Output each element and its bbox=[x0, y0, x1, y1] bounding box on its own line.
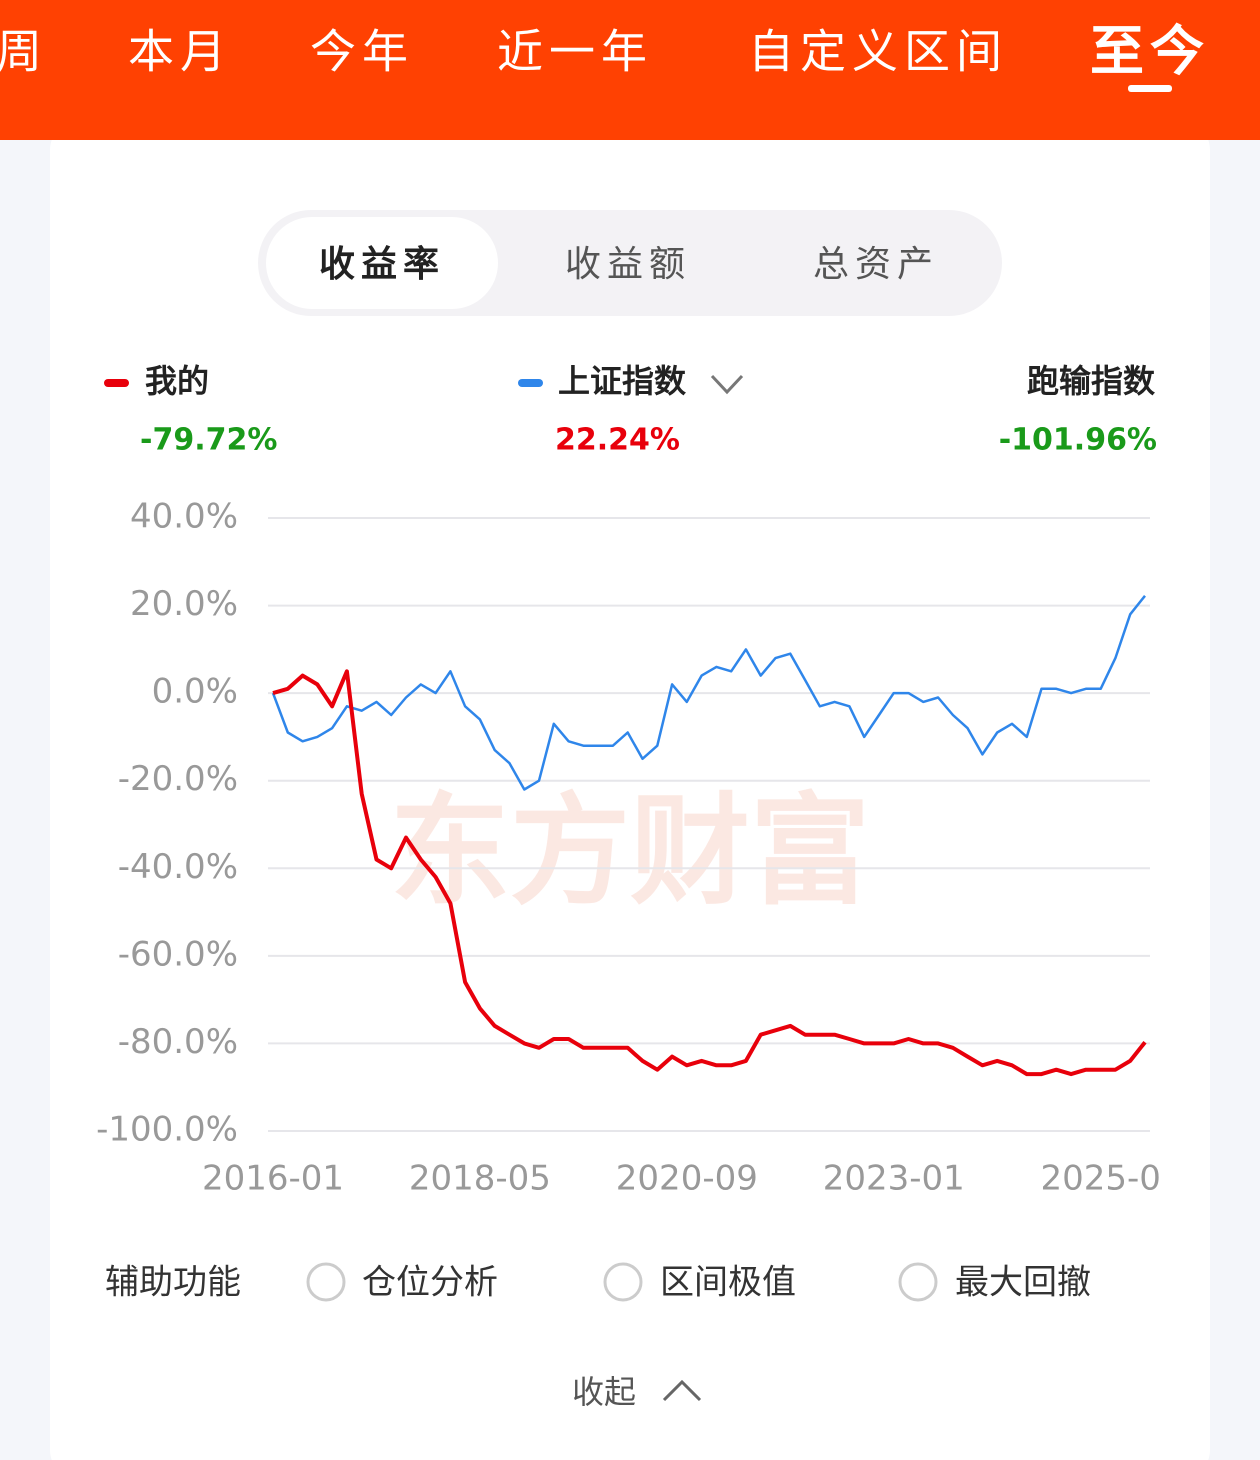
series-line bbox=[271, 595, 1146, 791]
dropdown-icon[interactable] bbox=[710, 374, 744, 395]
radio[interactable] bbox=[603, 1262, 643, 1302]
segment[interactable]: 收益额 bbox=[565, 244, 691, 285]
card bbox=[50, 120, 1210, 1460]
legend-swatch bbox=[104, 379, 129, 387]
y-tick-label: 40.0% bbox=[130, 497, 238, 537]
segment[interactable]: 收益率 bbox=[319, 244, 445, 285]
y-tick-label: 0.0% bbox=[152, 672, 238, 712]
x-tick-label: 2020-09 bbox=[616, 1159, 758, 1199]
tab[interactable]: 至今 bbox=[1090, 20, 1210, 83]
tab[interactable]: 近一年 bbox=[497, 25, 653, 79]
tab[interactable]: 本月 bbox=[128, 25, 232, 79]
collapse-icon[interactable] bbox=[662, 1379, 702, 1402]
tab-indicator bbox=[1128, 85, 1172, 92]
radio[interactable] bbox=[306, 1262, 346, 1302]
tab[interactable]: 今年 bbox=[310, 25, 414, 79]
watermark: 东方财富 bbox=[390, 783, 870, 922]
aux-title: 辅助功能 bbox=[105, 1263, 241, 1303]
aux-option[interactable]: 区间极值 bbox=[660, 1263, 796, 1303]
legend-label[interactable]: 上证指数 bbox=[558, 362, 687, 400]
y-tick-label: -80.0% bbox=[118, 1022, 238, 1062]
legend-label: 跑输指数 bbox=[1027, 362, 1156, 400]
legend-value: 22.24% bbox=[555, 423, 680, 458]
legend-value: -79.72% bbox=[140, 423, 277, 458]
y-tick-label: -100.0% bbox=[96, 1110, 238, 1150]
y-tick-label: -60.0% bbox=[118, 934, 238, 974]
legend-label: 我的 bbox=[145, 362, 209, 400]
segment-active bbox=[266, 217, 498, 309]
x-tick-label: 2025-0 bbox=[1040, 1159, 1160, 1199]
x-tick-label: 2018-05 bbox=[409, 1159, 551, 1199]
y-tick-label: -20.0% bbox=[118, 759, 238, 799]
x-tick-label: 2023-01 bbox=[823, 1159, 965, 1199]
segment[interactable]: 总资产 bbox=[813, 244, 939, 285]
collapse-button[interactable]: 收起 bbox=[572, 1373, 636, 1411]
radio[interactable] bbox=[898, 1262, 938, 1302]
aux-option[interactable]: 仓位分析 bbox=[362, 1263, 498, 1303]
y-tick-label: -40.0% bbox=[118, 847, 238, 887]
x-tick-label: 2016-01 bbox=[202, 1159, 344, 1199]
series-line bbox=[272, 669, 1147, 1077]
header bbox=[0, 0, 1260, 140]
tab[interactable]: 周 bbox=[0, 25, 48, 79]
aux-option[interactable]: 最大回撤 bbox=[955, 1263, 1091, 1303]
legend-swatch bbox=[518, 379, 543, 387]
y-tick-label: 20.0% bbox=[130, 584, 238, 624]
tab[interactable]: 自定义区间 bbox=[748, 25, 1008, 79]
legend-value: -101.96% bbox=[999, 423, 1157, 458]
